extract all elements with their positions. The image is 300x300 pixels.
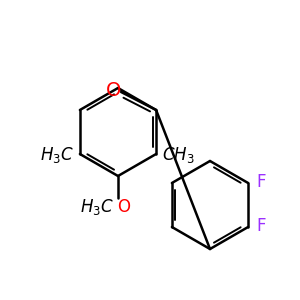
Text: $CH_3$: $CH_3$ [162, 145, 195, 165]
Text: $H_3C$: $H_3C$ [80, 197, 114, 217]
Text: O: O [117, 198, 130, 216]
Text: $H_3C$: $H_3C$ [40, 145, 74, 165]
Text: F: F [256, 217, 266, 235]
Text: F: F [256, 173, 266, 191]
Text: O: O [105, 82, 121, 100]
